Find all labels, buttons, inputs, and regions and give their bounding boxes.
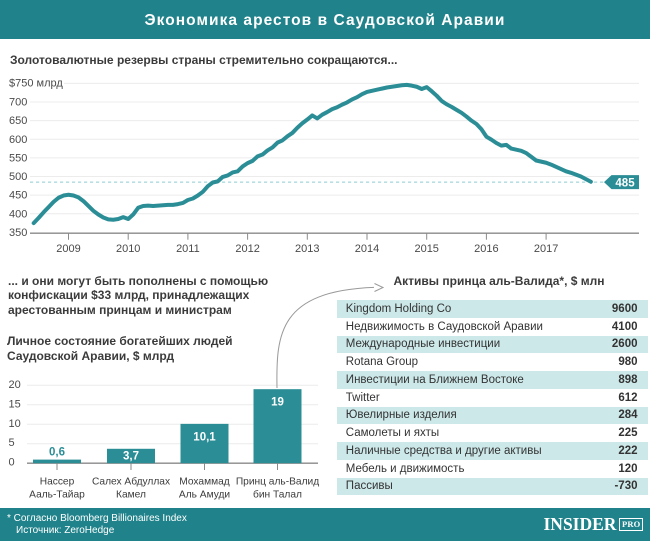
- svg-text:Ааль-Тайар: Ааль-Тайар: [29, 490, 85, 501]
- svg-text:2015: 2015: [414, 243, 438, 255]
- svg-text:700: 700: [9, 97, 27, 109]
- svg-text:2017: 2017: [534, 243, 558, 255]
- svg-text:0,6: 0,6: [49, 447, 65, 459]
- svg-text:500: 500: [9, 171, 27, 183]
- svg-text:15: 15: [9, 398, 21, 410]
- svg-text:Салех Абдуллах: Салех Абдуллах: [92, 476, 170, 488]
- svg-text:10: 10: [9, 418, 21, 430]
- svg-text:Нассер: Нассер: [40, 477, 75, 488]
- svg-text:650: 650: [9, 115, 27, 127]
- svg-text:2014: 2014: [355, 243, 379, 255]
- svg-text:Аль Амуди: Аль Амуди: [179, 490, 230, 501]
- svg-text:485: 485: [615, 177, 635, 189]
- svg-text:400: 400: [9, 208, 27, 220]
- svg-text:$750 млрд: $750 млрд: [9, 77, 63, 89]
- svg-text:бин Талал: бин Талал: [253, 489, 302, 501]
- svg-text:2009: 2009: [56, 243, 80, 255]
- svg-text:2013: 2013: [295, 243, 319, 255]
- svg-text:Принц аль-Валид: Принц аль-Валид: [236, 477, 319, 488]
- svg-text:550: 550: [9, 152, 27, 164]
- svg-text:2012: 2012: [235, 243, 259, 255]
- svg-text:350: 350: [9, 227, 27, 239]
- svg-text:600: 600: [9, 134, 27, 146]
- svg-text:2010: 2010: [116, 243, 140, 255]
- svg-text:450: 450: [9, 190, 27, 202]
- svg-text:2016: 2016: [474, 243, 498, 255]
- svg-text:Мохаммад: Мохаммад: [179, 477, 229, 488]
- svg-text:2011: 2011: [176, 243, 200, 255]
- svg-text:19: 19: [271, 397, 284, 409]
- svg-text:Камел: Камел: [116, 490, 146, 501]
- svg-text:0: 0: [9, 457, 15, 469]
- svg-text:10,1: 10,1: [193, 431, 216, 443]
- svg-text:5: 5: [9, 437, 15, 449]
- svg-text:3,7: 3,7: [123, 450, 139, 462]
- svg-text:20: 20: [9, 379, 21, 391]
